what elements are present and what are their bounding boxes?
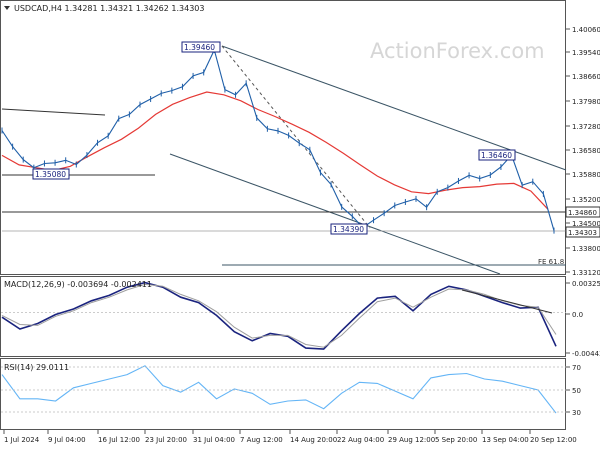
- time-tick-label: 5 Sep 20:00: [435, 436, 477, 444]
- price-tick-label: 1.39540: [572, 49, 600, 57]
- signal-line: [1, 283, 557, 348]
- price-tick-label: 1.37280: [572, 123, 600, 131]
- time-tick-label: 16 Jul 12:00: [98, 436, 140, 444]
- macd-panel-frame: [0, 276, 566, 357]
- price-annotations: 1.39460 1.35080 1.34390 1.36460 1.34860 1.343…: [32, 41, 600, 266]
- price-series: [1, 47, 555, 234]
- price-tick-label: 1.38660: [572, 73, 600, 81]
- macd-divergence-line: [461, 289, 553, 314]
- time-tick-label: 29 Aug 12:00: [388, 436, 435, 444]
- low-label-august-box: [330, 223, 368, 235]
- channel-upper-line: [221, 45, 567, 171]
- price-tick-label: 1.35200: [572, 196, 600, 204]
- time-tick-label: 22 Aug 04:00: [337, 436, 384, 444]
- price-tick-label: 1.33800: [572, 245, 600, 253]
- low-label-july-box: [32, 168, 70, 180]
- time-tick-label: 7 Aug 12:00: [240, 436, 283, 444]
- current-price-box: [565, 226, 600, 238]
- rsi-panel-frame: [0, 358, 566, 430]
- rsi-axis: 70 50 30: [1, 364, 581, 417]
- trend-channel: [1, 45, 567, 275]
- price-tick-label: 1.40060: [572, 26, 600, 34]
- high-label-september: 1.36460: [481, 151, 512, 160]
- time-tick-label: 1 Jul 2024: [4, 436, 40, 444]
- high-label: 1.39460: [184, 43, 215, 52]
- macd-tick-label: 0.003259: [572, 280, 600, 288]
- price-axis: 1.40060 1.39540 1.38660 1.37980 1.37280 1.365…: [566, 26, 600, 277]
- resistance-line: [1, 108, 106, 116]
- high-label-september-box: [478, 149, 516, 161]
- macd-tick-label: 0.0: [572, 311, 583, 319]
- rsi-line: [1, 365, 557, 414]
- time-tick-label: 13 Sep 04:00: [482, 436, 529, 444]
- rsi-tick-label: 70: [572, 364, 581, 372]
- price-title: USDCAD,H4 1.34281 1.34321 1.34262 1.3430…: [4, 4, 204, 13]
- time-tick-label: 31 Jul 04:00: [193, 436, 235, 444]
- price-tick-label: 1.36580: [572, 147, 600, 155]
- macd-tick-label: -0.004439: [572, 350, 600, 358]
- level-label: 1.34860: [568, 209, 597, 217]
- time-tick-label: 9 Jul 04:00: [48, 436, 86, 444]
- current-price-label: 1.34303: [568, 229, 597, 237]
- rsi-tick-label: 50: [572, 387, 581, 395]
- price-tick-label: 1.37980: [572, 98, 600, 106]
- time-tick-label: 23 Jul 20:00: [145, 436, 187, 444]
- level-box: [565, 206, 600, 218]
- price-tick-label: 1.35880: [572, 171, 600, 179]
- macd-series: [1, 281, 566, 350]
- dropdown-triangle-icon: [4, 6, 10, 10]
- rsi-title: RSI(14) 29.0111: [4, 363, 69, 372]
- time-tick-label: 20 Sep 12:00: [530, 436, 577, 444]
- price-tick-label: 1.33120: [572, 269, 600, 277]
- fe-label: FE 61.8: [538, 258, 564, 266]
- rsi-series: [1, 365, 557, 414]
- price-tick-label: 1.34500: [572, 220, 600, 228]
- price-panel-frame: [0, 0, 566, 275]
- macd-axis: 0.003259 0.0 -0.004439: [566, 280, 600, 358]
- low-label-july: 1.35080: [35, 170, 66, 179]
- rsi-tick-label: 30: [572, 409, 581, 417]
- symbol-header: USDCAD,H4 1.34281 1.34321 1.34262 1.3430…: [14, 4, 204, 13]
- time-tick-label: 14 Aug 20:00: [290, 436, 337, 444]
- time-axis: 1 Jul 2024 9 Jul 04:00 16 Jul 12:00 23 Jul …: [3, 430, 577, 444]
- channel-lower-line: [169, 153, 501, 275]
- low-label-august: 1.34390: [333, 225, 364, 234]
- watermark: ActionForex.com: [370, 39, 545, 63]
- moving-average-line: [1, 91, 549, 210]
- macd-title: MACD(12,26,9) -0.003694 -0.002411: [4, 280, 152, 289]
- high-label-box: [181, 41, 221, 53]
